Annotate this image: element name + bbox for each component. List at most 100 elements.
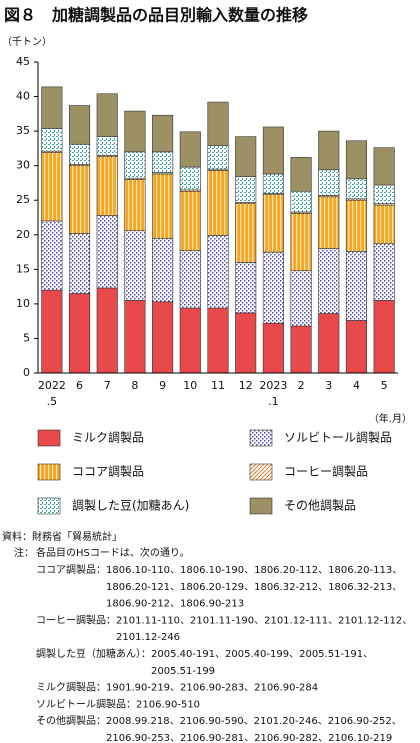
note-item-label: ミルク調製品： (36, 681, 106, 694)
bar-segment (207, 307, 229, 374)
legend-swatch (249, 497, 273, 515)
bar-segment (96, 93, 118, 137)
bar-segment (152, 114, 174, 153)
note-item-label: ココア調製品： (36, 563, 106, 576)
bar-segment (373, 147, 395, 186)
bar-segment (96, 215, 118, 289)
bar-segment (68, 143, 91, 165)
note-intro: 各品目のHSコードは、次の通り。 (36, 546, 190, 559)
note-item-line: 2101.12-246 (116, 632, 180, 643)
y-tick-label: 10 (16, 297, 30, 310)
bar-segment (179, 307, 201, 374)
bar-segment (152, 173, 174, 239)
bar-segment (207, 145, 229, 170)
x-tick-label: 7 (104, 379, 111, 392)
x-tick-label: 2023 (259, 379, 287, 392)
bar-segment (207, 235, 229, 309)
y-tick-label: 15 (16, 262, 30, 275)
note-label: 注： (14, 546, 34, 559)
note-item-line: 2008.99.218、2106.90-590、2101.20-246、2106… (106, 716, 402, 727)
bar-segment (179, 250, 201, 309)
bar-segment (262, 322, 284, 374)
bar-segment (373, 243, 395, 301)
bar-segment (345, 320, 368, 374)
x-tick-label: 11 (211, 379, 225, 392)
y-tick-label: 20 (16, 228, 30, 241)
y-unit: （千トン） (2, 36, 52, 48)
x-tick-label: 2 (298, 379, 305, 392)
note-item-line: 1806.20-121、1806.20-129、1806.32-212、1806… (106, 582, 402, 593)
bar-segment (290, 325, 312, 374)
bar-segment (318, 248, 340, 314)
note-item-label: ソルビトール調製品： (36, 697, 136, 710)
bar-segment (373, 184, 395, 204)
legend-label: 調製した豆(加糖あん) (72, 498, 189, 513)
x-tick-label: 10 (183, 379, 197, 392)
bar-segment (290, 190, 312, 213)
note-item-line: 1806.10-110、1806.10-190、1806.20-112、1806… (106, 565, 402, 576)
note-item-line: 1806.90-212、1806.90-213 (106, 599, 244, 610)
bar-segment (152, 237, 174, 303)
note-item-line: 2005.40-191、2005.40-199、2005.51-191、 (151, 649, 373, 660)
x-tick-label: 12 (239, 379, 253, 392)
bar-segment (68, 233, 91, 294)
bar-segment (96, 287, 118, 374)
y-tick-label: 5 (23, 331, 30, 344)
bar-segment (345, 178, 368, 200)
y-tick-label: 40 (16, 90, 30, 103)
bar-segment (41, 152, 63, 222)
bar-segment (290, 157, 312, 192)
y-tick-label: 25 (16, 193, 30, 206)
bar-segment (124, 151, 146, 179)
bar-segment (262, 173, 284, 194)
x-tick-label: 2022 (38, 379, 66, 392)
x-tick-sublabel: .1 (268, 395, 279, 408)
bar-segment (68, 105, 91, 145)
legend-swatch (37, 429, 61, 447)
x-unit: （年.月） (369, 412, 412, 425)
bar-segment (235, 262, 257, 314)
y-tick-label: 35 (16, 124, 30, 137)
bar-segment (345, 199, 368, 252)
bar-segment (68, 293, 91, 374)
bar-segment (152, 151, 174, 173)
bar-segment (207, 101, 229, 146)
bar-segment (124, 230, 146, 301)
x-tick-label: 5 (381, 379, 388, 392)
bar-segment (262, 251, 284, 324)
legend-label: コーヒー調製品 (284, 465, 368, 479)
bar-segment (41, 289, 63, 374)
bar-segment (96, 156, 118, 216)
bar-segment (41, 86, 63, 129)
chart-title: 図８ 加糖調製品の品目別輸入数量の推移 (4, 6, 308, 25)
bar-segment (235, 176, 257, 203)
x-tick-label: 3 (325, 379, 332, 392)
bar-segment (318, 169, 340, 196)
legend-label: ココア調製品 (72, 465, 144, 479)
legend-label: その他調製品 (284, 499, 356, 513)
note-item-label: 調製した豆（加糖あん）： (36, 647, 151, 660)
bar-segment (124, 110, 146, 153)
note-item-line: 1901.90-219、2106.90-283、2106.90-284 (106, 683, 318, 694)
note-item-line: 2005.51-199 (151, 666, 215, 677)
bar-segment (373, 300, 395, 374)
legend-swatch (37, 463, 61, 481)
bar-segment (207, 170, 229, 236)
source: 資料：財務省「貿易統計」 (2, 530, 122, 543)
bar-segment (152, 301, 174, 374)
bar-segment (262, 126, 284, 175)
note-item-line: 2106.90-253、2106.90-281、2106.90-282、2106… (106, 733, 392, 743)
y-tick-label: 0 (23, 366, 30, 379)
x-tick-label: 6 (76, 379, 83, 392)
legend-swatch (249, 463, 273, 481)
note-item-line: 2101.11-110、2101.11-190、2101.12-111、2101… (116, 615, 412, 626)
bar-segment (262, 194, 284, 253)
bar-segment (179, 166, 201, 191)
x-tick-label: 4 (353, 379, 360, 392)
bar-segment (68, 165, 91, 234)
bar-segment (179, 131, 201, 168)
legend-swatch (37, 497, 61, 515)
bar-segment (290, 213, 312, 272)
bar-segment (41, 220, 63, 291)
